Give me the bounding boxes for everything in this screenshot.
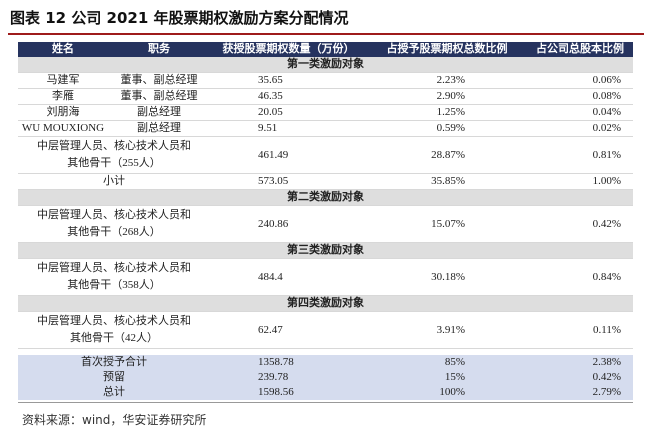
merged-cell: 中层管理人员、核心技术人员和其他骨干（255人）: [18, 136, 210, 174]
cell: 573.05: [210, 173, 367, 190]
section-cell: 第四类激励对象: [18, 295, 633, 312]
cell: 李雁: [18, 88, 108, 105]
cell: 30.18%: [367, 258, 527, 296]
cell-text: 中层管理人员、核心技术人员和其他骨干（268人）: [37, 209, 191, 238]
cell: WU MOUXIONG: [18, 120, 108, 137]
cell: 董事、副总经理: [108, 72, 210, 89]
row: 马建军 董事、副总经理 35.65 2.23% 0.06%: [18, 72, 633, 89]
cell: 1.00%: [527, 173, 633, 190]
cell: 2.90%: [367, 88, 527, 105]
merged-cell: 预留: [18, 370, 210, 385]
allocation-table: 姓名 职务 获授股票期权数量（万份） 占授予股票期权总数比例 占公司总股本比例 第一类激励…: [18, 42, 633, 400]
row: 总计 1598.56 100% 2.79%: [18, 385, 633, 400]
merged-cell: 中层管理人员、核心技术人员和其他骨干（42人）: [18, 311, 210, 349]
cell: 1.25%: [367, 104, 527, 121]
cell: 1358.78: [210, 355, 367, 370]
row: 首次授予合计 1358.78 85% 2.38%: [18, 355, 633, 370]
row: 第一类激励对象: [18, 57, 633, 73]
cell: 副总经理: [108, 120, 210, 137]
row: WU MOUXIONG 副总经理 9.51 0.59% 0.02%: [18, 120, 633, 137]
header-cell: 职务: [108, 42, 210, 57]
cell: 0.42%: [527, 370, 633, 385]
header-cell: 占授予股票期权总数比例: [367, 42, 527, 57]
cell: 2.38%: [527, 355, 633, 370]
row: 第四类激励对象: [18, 295, 633, 312]
merged-cell: 小计: [18, 173, 210, 190]
cell: 2.23%: [367, 72, 527, 89]
cell-text: 中层管理人员、核心技术人员和其他骨干（42人）: [37, 315, 191, 344]
header-row: 姓名 职务 获授股票期权数量（万份） 占授予股票期权总数比例 占公司总股本比例: [18, 42, 633, 57]
cell: 马建军: [18, 72, 108, 89]
source: 资料来源：wind，华安证券研究所: [22, 413, 207, 427]
row: 中层管理人员、核心技术人员和其他骨干（268人） 240.86 15.07% 0.42…: [18, 205, 633, 243]
cell: 0.42%: [527, 205, 633, 243]
cell: 15.07%: [367, 205, 527, 243]
cell: 85%: [367, 355, 527, 370]
cell: 100%: [367, 385, 527, 400]
title: 图表 12 公司 2021 年股票期权激励方案分配情况: [10, 9, 349, 27]
row: 刘朋海 副总经理 20.05 1.25% 0.04%: [18, 104, 633, 121]
cell-text: 中层管理人员、核心技术人员和其他骨干（358人）: [37, 262, 191, 291]
title-rule: [8, 33, 644, 35]
cell: 35.65: [210, 72, 367, 89]
cell: 副总经理: [108, 104, 210, 121]
cell: 0.81%: [527, 136, 633, 174]
cell: 0.11%: [527, 311, 633, 349]
header-cell: 姓名: [18, 42, 108, 57]
cell: 35.85%: [367, 173, 527, 190]
cell: 240.86: [210, 205, 367, 243]
cell: 28.87%: [367, 136, 527, 174]
cell: 0.02%: [527, 120, 633, 137]
row: 李雁 董事、副总经理 46.35 2.90% 0.08%: [18, 88, 633, 105]
cell: 0.59%: [367, 120, 527, 137]
header-cell: 获授股票期权数量（万份）: [210, 42, 367, 57]
row: 中层管理人员、核心技术人员和其他骨干（255人） 461.49 28.87% 0.81…: [18, 136, 633, 174]
merged-cell: 中层管理人员、核心技术人员和其他骨干（268人）: [18, 205, 210, 243]
row: 预留 239.78 15% 0.42%: [18, 370, 633, 385]
row: 中层管理人员、核心技术人员和其他骨干（358人） 484.4 30.18% 0.84%: [18, 258, 633, 296]
cell: 9.51: [210, 120, 367, 137]
row: 第三类激励对象: [18, 242, 633, 259]
cell: 0.08%: [527, 88, 633, 105]
row: 小计 573.05 35.85% 1.00%: [18, 173, 633, 190]
section-cell: 第三类激励对象: [18, 242, 633, 259]
cell: 董事、副总经理: [108, 88, 210, 105]
cell: 0.06%: [527, 72, 633, 89]
cell: 刘朋海: [18, 104, 108, 121]
merged-cell: 总计: [18, 385, 210, 400]
merged-cell: 中层管理人员、核心技术人员和其他骨干（358人）: [18, 258, 210, 296]
cell: 484.4: [210, 258, 367, 296]
cell: 1598.56: [210, 385, 367, 400]
table-bottom-rule: [18, 402, 633, 403]
cell: 3.91%: [367, 311, 527, 349]
cell: 461.49: [210, 136, 367, 174]
cell: 46.35: [210, 88, 367, 105]
row: 第二类激励对象: [18, 189, 633, 206]
merged-cell: 首次授予合计: [18, 355, 210, 370]
cell: 0.84%: [527, 258, 633, 296]
section-cell: 第一类激励对象: [18, 57, 633, 73]
section-cell: 第二类激励对象: [18, 189, 633, 206]
cell: 2.79%: [527, 385, 633, 400]
cell-text: 中层管理人员、核心技术人员和其他骨干（255人）: [37, 140, 191, 169]
cell: 15%: [367, 370, 527, 385]
cell: 62.47: [210, 311, 367, 349]
cell: 0.04%: [527, 104, 633, 121]
cell: 239.78: [210, 370, 367, 385]
header-cell: 占公司总股本比例: [527, 42, 633, 57]
cell: 20.05: [210, 104, 367, 121]
row: 中层管理人员、核心技术人员和其他骨干（42人） 62.47 3.91% 0.11%: [18, 311, 633, 349]
